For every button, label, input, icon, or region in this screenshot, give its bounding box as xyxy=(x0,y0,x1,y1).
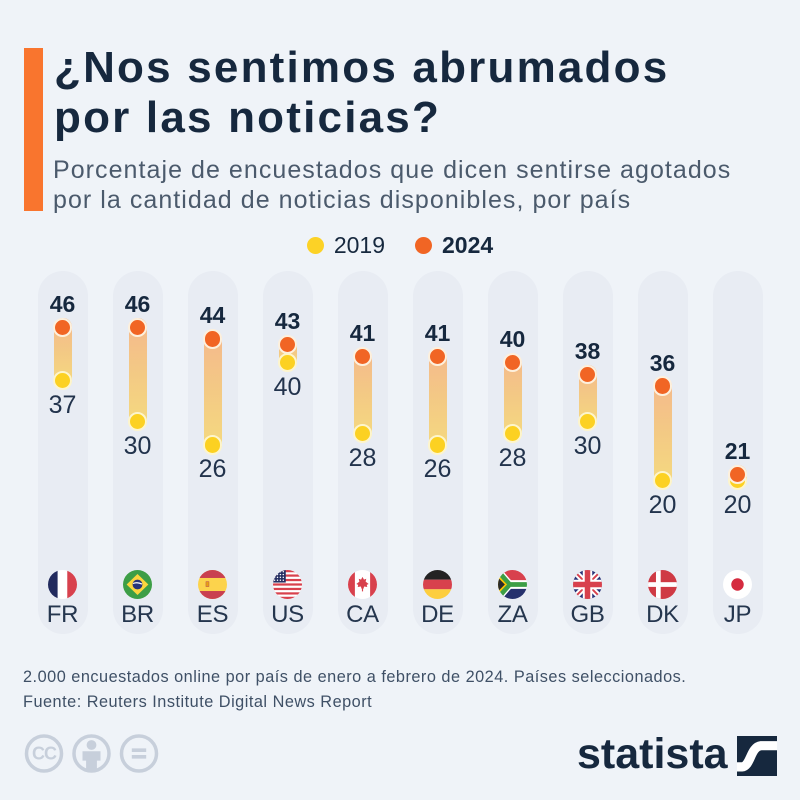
svg-text:CC: CC xyxy=(32,744,57,764)
